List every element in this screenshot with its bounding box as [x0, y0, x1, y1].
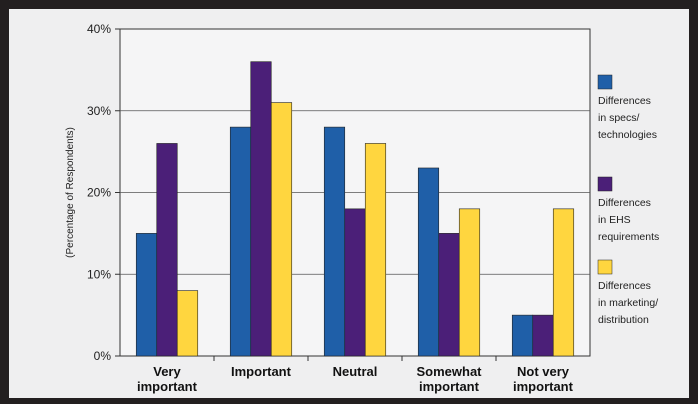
x-tick-label: Not very important [513, 364, 574, 394]
bar [229, 126, 252, 357]
x-tick-label: Very important [137, 364, 198, 394]
bar [270, 102, 293, 357]
bar [417, 167, 440, 357]
y-tick-label: 20% [87, 186, 111, 200]
legend-label: Differences in EHS requirements [598, 197, 659, 243]
y-tick-label: 40% [87, 22, 111, 36]
bar [552, 208, 575, 357]
bar [156, 143, 178, 357]
bar [364, 143, 387, 357]
chart-frame: 0% 10% 20% 30% 40% (Percentage of Respondents… [9, 9, 689, 398]
legend-swatch [597, 259, 613, 275]
legend-swatch [597, 176, 613, 192]
bar [323, 126, 346, 357]
bars-layer [135, 61, 575, 357]
bar [176, 290, 199, 357]
y-tick-label: 30% [87, 104, 111, 118]
bar-chart: 0% 10% 20% 30% 40% (Percentage of Respondents… [65, 22, 659, 394]
y-axis-label: (Percentage of Respondents) [65, 127, 76, 258]
bar [250, 61, 272, 357]
legend-label: Differences in marketing/distribution [598, 280, 658, 326]
legend-swatch [597, 74, 613, 90]
y-tick-label: 0% [94, 349, 112, 363]
bar [135, 233, 158, 357]
x-tick-label: Somewhat important [416, 364, 482, 394]
legend: Differences in specs/technologies Differen… [597, 74, 659, 326]
x-tick-label: Neutral [333, 364, 378, 379]
axis-layer: 0% 10% 20% 30% 40% (Percentage of Respondents… [65, 22, 574, 394]
legend-label: Differences in specs/technologies [598, 95, 657, 141]
bar [511, 314, 534, 357]
bar [458, 208, 481, 357]
bar [438, 233, 460, 357]
y-tick-label: 10% [87, 267, 111, 281]
x-tick-label: Important [231, 364, 292, 379]
bar [532, 314, 554, 357]
bar [344, 208, 366, 357]
